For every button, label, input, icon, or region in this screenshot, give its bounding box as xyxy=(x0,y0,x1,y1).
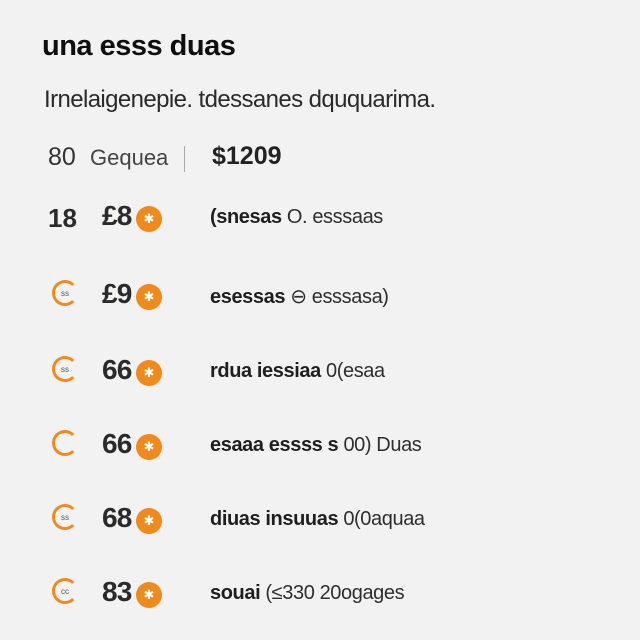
ring-badge-icon: ss xyxy=(52,280,78,306)
ring-badge-icon xyxy=(52,430,78,456)
list-item[interactable]: ss £9 ✱ esessas ⊖ esssasa) xyxy=(48,270,608,322)
row-description: esessas ⊖ esssasa) xyxy=(210,286,389,308)
row-price: 83 xyxy=(102,576,132,607)
star-coin-icon: ✱ xyxy=(136,508,162,534)
row-lead: ss xyxy=(48,280,88,312)
ring-badge-icon: cc xyxy=(52,578,78,604)
row-description: (snesas O. esssaas xyxy=(210,206,383,228)
list-item[interactable]: 18 £8 ✱ (snesas O. esssaas xyxy=(48,192,608,244)
row-price: 66 xyxy=(102,428,132,459)
row-lead: ss xyxy=(48,504,88,536)
summary-price: $1209 xyxy=(212,142,282,170)
row-description: rdua iessiaa 0(esaa xyxy=(210,360,385,382)
row-description: esaaa essss s 00) Duas xyxy=(210,434,422,456)
ring-badge-icon: ss xyxy=(52,504,78,530)
summary-divider xyxy=(184,146,185,172)
row-description: souai (≤330 20ogages xyxy=(210,582,405,604)
list-item[interactable]: ss 66 ✱ rdua iessiaa 0(esaa xyxy=(48,346,608,398)
row-lead xyxy=(48,430,88,462)
summary-label: Gequea xyxy=(90,145,169,170)
row-price: £9 xyxy=(102,278,132,309)
star-coin-icon: ✱ xyxy=(136,284,162,310)
star-coin-icon: ✱ xyxy=(136,582,162,608)
page-subtitle: Irnelaigenepie. tdessanes dququarima. xyxy=(44,86,436,113)
list-item[interactable]: 66 ✱ esaaa essss s 00) Duas xyxy=(48,420,608,472)
ring-badge-icon: ss xyxy=(52,356,78,382)
row-lead-number: 18 xyxy=(48,203,77,233)
row-price: 68 xyxy=(102,502,132,533)
summary-count: 80 xyxy=(48,143,76,171)
summary-header-row: 80 Gequea $1209 xyxy=(48,140,608,176)
row-lead: cc xyxy=(48,578,88,610)
row-price: 66 xyxy=(102,354,132,385)
row-price: £8 xyxy=(102,200,132,231)
page-title: una esss duas xyxy=(42,30,236,62)
list-item[interactable]: cc 83 ✱ souai (≤330 20ogages xyxy=(48,568,608,620)
star-coin-icon: ✱ xyxy=(136,206,162,232)
row-lead: ss xyxy=(48,356,88,388)
list-item[interactable]: ss 68 ✱ diuas insuuas 0(0aquaa xyxy=(48,494,608,546)
row-description: diuas insuuas 0(0aquaa xyxy=(210,508,425,530)
star-coin-icon: ✱ xyxy=(136,434,162,460)
star-coin-icon: ✱ xyxy=(136,360,162,386)
